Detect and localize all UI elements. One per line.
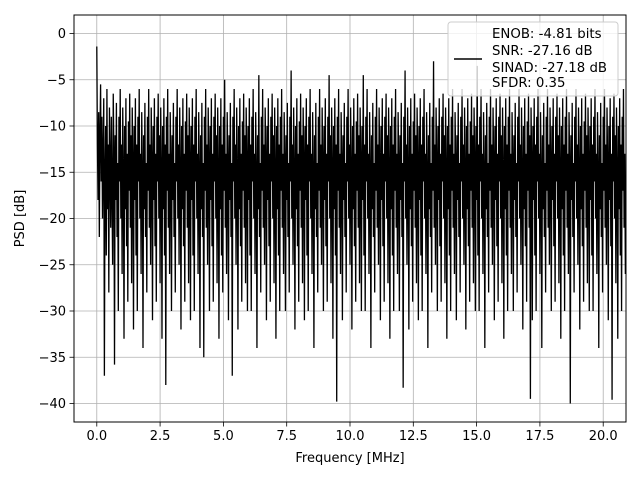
y-tick-label: −30: [39, 305, 66, 320]
y-tick-label: −20: [39, 212, 66, 227]
y-axis: 0 −5 −10 −15 −20 −25 −30 −35 −40: [39, 27, 74, 412]
x-tick-label: 0.0: [86, 429, 107, 444]
x-tick-label: 12.5: [399, 429, 428, 444]
x-tick-label: 10.0: [336, 429, 365, 444]
y-tick-label: −15: [39, 166, 66, 181]
x-tick-label: 5.0: [213, 429, 234, 444]
legend: ENOB: -4.81 bits SNR: -27.16 dB SINAD: -…: [447, 21, 619, 97]
y-axis-label: PSD [dB]: [13, 190, 28, 248]
legend-box: [447, 21, 619, 97]
y-tick-label: −5: [47, 73, 66, 88]
x-axis: 0.0 2.5 5.0 7.5 10.0 12.5 15.0 17.5 20.0: [86, 422, 618, 444]
x-tick-label: 20.0: [589, 429, 618, 444]
y-tick-label: −40: [39, 397, 66, 412]
y-tick-label: 0: [58, 27, 66, 42]
x-tick-label: 7.5: [276, 429, 297, 444]
legend-line-sfdr: SFDR: 0.35: [492, 76, 565, 91]
plot-frame: [73, 14, 627, 423]
legend-line-snr: SNR: -27.16 dB: [492, 44, 593, 59]
x-tick-label: 17.5: [525, 429, 554, 444]
y-tick-label: −10: [39, 120, 66, 135]
x-axis-label: Frequency [MHz]: [295, 451, 404, 466]
y-tick-label: −35: [39, 351, 66, 366]
legend-line-enob: ENOB: -4.81 bits: [492, 27, 602, 42]
x-tick-label: 2.5: [150, 429, 171, 444]
psd-series-line: [96, 46, 626, 404]
x-tick-label: 15.0: [462, 429, 491, 444]
legend-line-sinad: SINAD: -27.18 dB: [492, 61, 607, 76]
y-tick-label: −25: [39, 258, 66, 273]
